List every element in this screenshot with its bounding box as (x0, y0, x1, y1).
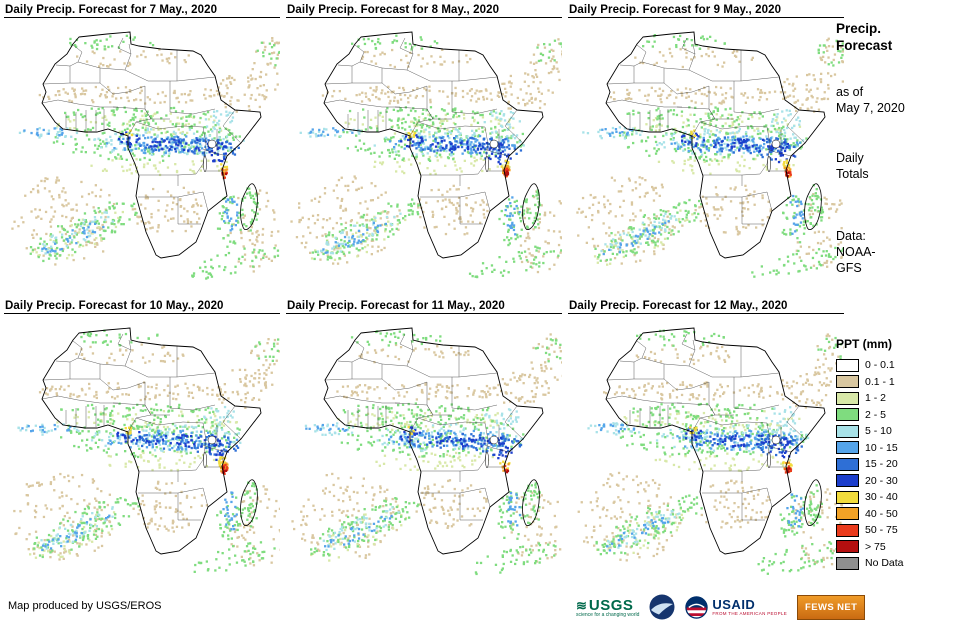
legend-swatch (836, 391, 859, 405)
asof-block: as of May 7, 2020 (836, 84, 964, 116)
legend-row: 5 - 10 (836, 423, 964, 440)
panel-title: Daily Precip. Forecast for 10 May., 2020 (4, 299, 280, 314)
sidebar-title-line1: Precip. (836, 21, 882, 36)
legend-swatch (836, 358, 859, 372)
totals-block: Daily Totals (836, 150, 964, 182)
legend: 0 - 0.1 0.1 - 1 1 - 2 2 - 5 5 - 10 10 - 15 15 … (836, 357, 964, 572)
panel-title: Daily Precip. Forecast for 8 May., 2020 (286, 3, 562, 18)
africa-map-svg (568, 18, 844, 290)
legend-label: 15 - 20 (865, 458, 898, 471)
africa-map-svg (4, 18, 280, 290)
fews-net-logo-text: FEWS NET (805, 601, 858, 613)
usgs-waves-icon: ≋ (576, 597, 587, 613)
asof-date: May 7, 2020 (836, 101, 905, 115)
data-source-line3: GFS (836, 261, 862, 275)
sidebar-title: Precip. Forecast (836, 20, 964, 54)
legend-swatch (836, 556, 859, 570)
map-area (286, 18, 562, 290)
legend-swatch (836, 457, 859, 471)
map-panel: Daily Precip. Forecast for 9 May., 2020 (568, 3, 844, 290)
legend-row: 10 - 15 (836, 440, 964, 457)
data-source-label: Data: (836, 229, 866, 243)
legend-swatch (836, 441, 859, 455)
asof-label: as of (836, 85, 864, 99)
map-area (4, 314, 280, 586)
africa-map-svg (286, 314, 562, 586)
totals-line1: Daily (836, 151, 864, 165)
legend-label: 1 - 2 (865, 392, 887, 405)
totals-line2: Totals (836, 167, 869, 181)
legend-swatch (836, 408, 859, 422)
data-source-block: Data: NOAA- GFS (836, 228, 964, 276)
legend-label: 2 - 5 (865, 408, 887, 421)
legend-swatch (836, 490, 859, 504)
africa-map-svg (286, 18, 562, 290)
usaid-logo-text: USAID (712, 597, 756, 612)
map-panel: Daily Precip. Forecast for 10 May., 2020 (4, 299, 280, 586)
map-credit: Map produced by USGS/EROS (8, 600, 162, 612)
africa-map-svg (4, 314, 280, 586)
data-source-line2: NOAA- (836, 245, 876, 259)
legend-row: 1 - 2 (836, 390, 964, 407)
legend-swatch (836, 523, 859, 537)
map-area (568, 314, 844, 586)
legend-row: 20 - 30 (836, 473, 964, 490)
legend-row: 2 - 5 (836, 407, 964, 424)
sidebar: Precip. Forecast as of May 7, 2020 Daily… (836, 20, 964, 572)
legend-row: > 75 (836, 539, 964, 556)
legend-label: 0.1 - 1 (865, 375, 895, 388)
map-area (286, 314, 562, 586)
legend-label: No Data (865, 557, 904, 570)
map-grid: Daily Precip. Forecast for 7 May., 2020 … (4, 3, 844, 586)
legend-title: PPT (mm) (836, 337, 893, 351)
map-panel: Daily Precip. Forecast for 7 May., 2020 (4, 3, 280, 290)
usgs-logo-text: USGS (588, 596, 634, 614)
legend-label: 50 - 75 (865, 524, 898, 537)
africa-map-svg (568, 314, 844, 586)
legend-label: 0 - 0.1 (865, 359, 895, 372)
legend-row: 0.1 - 1 (836, 374, 964, 391)
map-panel: Daily Precip. Forecast for 12 May., 2020 (568, 299, 844, 586)
legend-row: 0 - 0.1 (836, 357, 964, 374)
legend-swatch (836, 424, 859, 438)
usaid-logo: USAID FROM THE AMERICAN PEOPLE (685, 595, 788, 619)
usgs-logo: ≋ USGS science for a changing world (576, 597, 639, 618)
fews-net-logo: FEWS NET (797, 594, 866, 620)
noaa-seal-icon (649, 594, 675, 620)
panel-title: Daily Precip. Forecast for 12 May., 2020 (568, 299, 844, 314)
legend-row: 50 - 75 (836, 522, 964, 539)
usaid-tagline: FROM THE AMERICAN PEOPLE (712, 611, 788, 616)
legend-label: 5 - 10 (865, 425, 892, 438)
legend-swatch (836, 507, 859, 521)
legend-label: > 75 (865, 540, 886, 553)
panel-title: Daily Precip. Forecast for 11 May., 2020 (286, 299, 562, 314)
map-area (568, 18, 844, 290)
legend-label: 30 - 40 (865, 491, 898, 504)
legend-row: 30 - 40 (836, 489, 964, 506)
map-area (4, 18, 280, 290)
panel-title: Daily Precip. Forecast for 7 May., 2020 (4, 3, 280, 18)
legend-label: 40 - 50 (865, 507, 898, 520)
legend-row: No Data (836, 555, 964, 572)
legend-row: 15 - 20 (836, 456, 964, 473)
legend-label: 10 - 15 (865, 441, 898, 454)
map-panel: Daily Precip. Forecast for 11 May., 2020 (286, 299, 562, 586)
legend-swatch (836, 540, 859, 554)
panel-title: Daily Precip. Forecast for 9 May., 2020 (568, 3, 844, 18)
usaid-seal-icon (685, 595, 709, 619)
noaa-logo (649, 594, 675, 620)
legend-swatch (836, 474, 859, 488)
legend-swatch (836, 375, 859, 389)
usgs-tagline: science for a changing world (576, 611, 640, 618)
sidebar-title-line2: Forecast (836, 38, 893, 53)
logo-row: ≋ USGS science for a changing world (576, 592, 866, 622)
map-panel: Daily Precip. Forecast for 8 May., 2020 (286, 3, 562, 290)
legend-row: 40 - 50 (836, 506, 964, 523)
legend-label: 20 - 30 (865, 474, 898, 487)
